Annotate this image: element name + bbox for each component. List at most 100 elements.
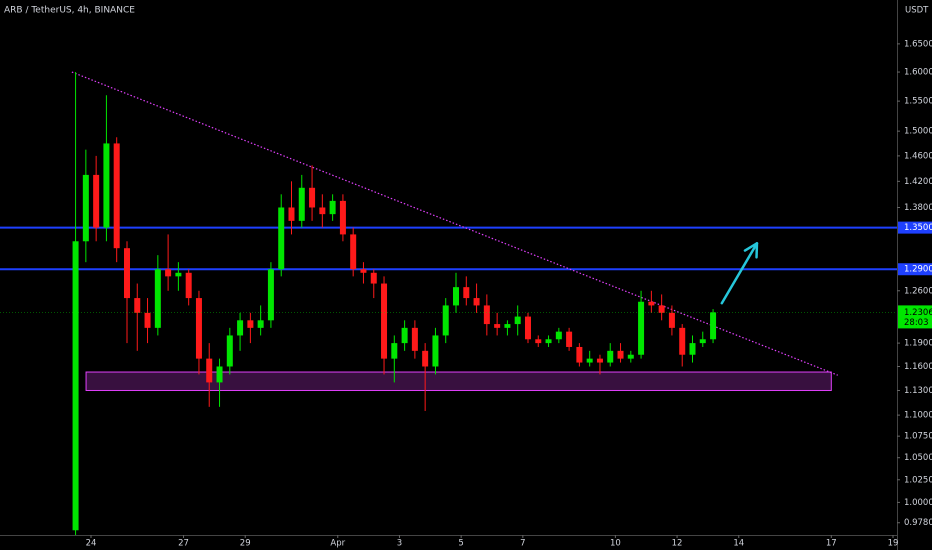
y-tick-label: 1.3800 [904, 203, 932, 213]
candle-body [350, 234, 357, 270]
candle-body [165, 269, 172, 277]
candle-body [247, 320, 254, 328]
candle-body [175, 272, 182, 277]
y-tick-label: 1.5000 [904, 127, 932, 137]
candle-body [658, 305, 665, 313]
countdown-label: 28:03 [904, 318, 929, 328]
x-tick-label: 5 [458, 539, 463, 549]
candle-body [288, 207, 295, 221]
x-tick-label: 10 [610, 539, 621, 549]
candle-body [257, 320, 264, 328]
current-price-box [898, 305, 932, 329]
candle-body [206, 358, 213, 383]
candle-body [154, 269, 161, 328]
candle-body [267, 269, 274, 321]
candle-body [638, 301, 645, 355]
candle-body [555, 331, 562, 340]
x-tick-label: Apr [330, 539, 345, 549]
candle-body [648, 301, 655, 306]
x-tick-label: 17 [826, 539, 837, 549]
candle-body [524, 316, 531, 340]
candle-body [452, 287, 459, 306]
candle-body [514, 316, 521, 325]
x-tick-label: 19 [888, 539, 899, 549]
x-tick-label: 14 [733, 539, 744, 549]
y-tick-label: 1.0250 [904, 475, 932, 485]
candle-body [278, 207, 285, 270]
candle-body [401, 327, 408, 344]
y-tick-label: 1.0000 [904, 498, 932, 508]
y-tick-label: 1.4600 [904, 151, 932, 161]
candle-body [689, 343, 696, 355]
candle-body [134, 298, 141, 313]
candle-body [411, 327, 418, 351]
support-zone [85, 371, 832, 391]
arrow-shaft [720, 242, 759, 305]
y-tick-label: 1.2600 [904, 286, 932, 296]
level-label-box [898, 263, 932, 276]
level-label: 1.3500 [904, 223, 932, 233]
y-tick-label: 0.9780 [904, 518, 932, 528]
arrow-head [743, 242, 759, 259]
candle-body [226, 335, 233, 367]
y-tick-label: 1.0750 [904, 432, 932, 442]
candle-body [617, 350, 624, 359]
x-tick-label: 27 [178, 539, 189, 549]
candle-body [144, 312, 151, 328]
candle-body [679, 327, 686, 355]
level-label: 1.2900 [904, 265, 932, 275]
y-tick-label: 1.0500 [904, 453, 932, 463]
candle-body [82, 174, 89, 242]
x-tick-label: 7 [520, 539, 525, 549]
y-tick-label: 1.4200 [904, 177, 932, 187]
candle-body [370, 272, 377, 284]
candle-body [710, 312, 717, 340]
x-tick-label: 12 [672, 539, 683, 549]
x-tick-label: 3 [397, 539, 402, 549]
y-tick-label: 1.6500 [904, 39, 932, 49]
candle-body [123, 248, 130, 299]
candle-body [483, 305, 490, 325]
candle-body [668, 312, 675, 328]
candle-body [627, 354, 634, 359]
candle-body [113, 143, 120, 249]
y-tick-label: 1.1900 [904, 339, 932, 349]
y-tick-label: 1.1600 [904, 362, 932, 372]
candle-body [360, 269, 367, 273]
level-label-box [898, 221, 932, 234]
candle-body [442, 305, 449, 336]
candle-body [432, 335, 439, 367]
candle-body [298, 187, 305, 221]
candle-body [309, 187, 316, 208]
candle-body [329, 200, 336, 215]
chart-title: ARB / TetherUS, 4h, BINANCE [4, 6, 135, 16]
candle-body [576, 346, 583, 363]
candle-body [339, 200, 346, 235]
y-tick-label: 1.1000 [904, 411, 932, 421]
candle-body [463, 287, 470, 299]
candle-body [195, 298, 202, 359]
candle-body [103, 143, 110, 228]
candle-body [596, 358, 603, 363]
candle-body [699, 339, 706, 344]
y-tick-label: 1.5500 [904, 97, 932, 107]
y-tick-label: 1.6000 [904, 68, 932, 78]
candle-body [216, 366, 223, 383]
candle-body [545, 339, 552, 344]
candle-body [607, 350, 614, 363]
candle-body [535, 339, 542, 344]
candle-body [422, 350, 429, 367]
candle-body [319, 207, 326, 215]
candle-body [93, 174, 100, 228]
y-axis-label: USDT [905, 6, 929, 16]
candle-body [504, 324, 511, 328]
current-price-label: 1.2306 [904, 308, 932, 318]
y-tick-label: 1.1300 [904, 386, 932, 396]
candle-body [391, 343, 398, 359]
x-tick-label: 29 [240, 539, 251, 549]
x-tick-label: 24 [86, 539, 97, 549]
candle-body [381, 283, 388, 359]
